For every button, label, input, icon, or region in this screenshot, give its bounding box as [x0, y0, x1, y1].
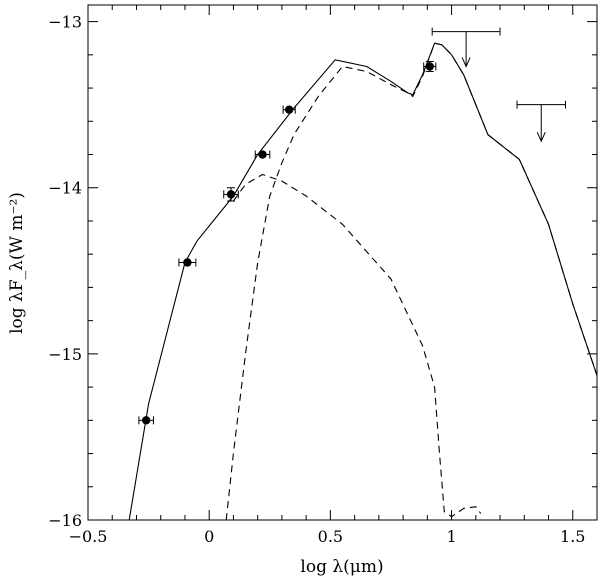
- dashed-model-curve-1: [225, 42, 597, 520]
- x-tick-label: 0: [204, 527, 214, 546]
- data-marker: [284, 105, 294, 114]
- x-tick-label: −0.5: [69, 527, 108, 546]
- data-point: [282, 105, 296, 114]
- dashed-model-curve-2: [232, 173, 482, 518]
- limit-arrow-head: [461, 57, 471, 68]
- data-point: [223, 187, 239, 202]
- data-point: [178, 258, 197, 267]
- data-point: [138, 416, 154, 425]
- y-tick-label: −14: [48, 179, 82, 198]
- x-tick-label: 1.5: [560, 527, 585, 546]
- upper-limit: [431, 27, 501, 68]
- y-tick-label: −13: [48, 13, 82, 32]
- ticks-layer: −0.5 0 0.5 1 1.5 −13 −14 −15 −16: [48, 5, 598, 546]
- solid-model-curve: [128, 42, 597, 520]
- data-marker: [183, 258, 192, 267]
- y-axis-label: log λF_λ(W m⁻²): [7, 192, 27, 334]
- data-marker: [226, 190, 236, 199]
- data-marker: [258, 150, 267, 159]
- points-layer: [138, 60, 437, 425]
- limits-layer: [431, 27, 566, 143]
- data-point: [254, 150, 271, 159]
- plot-frame: [87, 4, 598, 521]
- x-tick-label: 0.5: [318, 527, 343, 546]
- x-tick-label: 1: [446, 527, 456, 546]
- limit-arrow-head: [536, 132, 546, 143]
- y-tick-label: −15: [48, 345, 82, 364]
- curves-layer: [128, 42, 597, 520]
- y-tick-label: −16: [48, 511, 82, 530]
- upper-limit: [516, 100, 566, 143]
- x-axis-label: log λ(μm): [300, 557, 383, 577]
- data-marker: [425, 62, 434, 71]
- data-marker: [141, 416, 151, 425]
- data-point: [423, 60, 437, 72]
